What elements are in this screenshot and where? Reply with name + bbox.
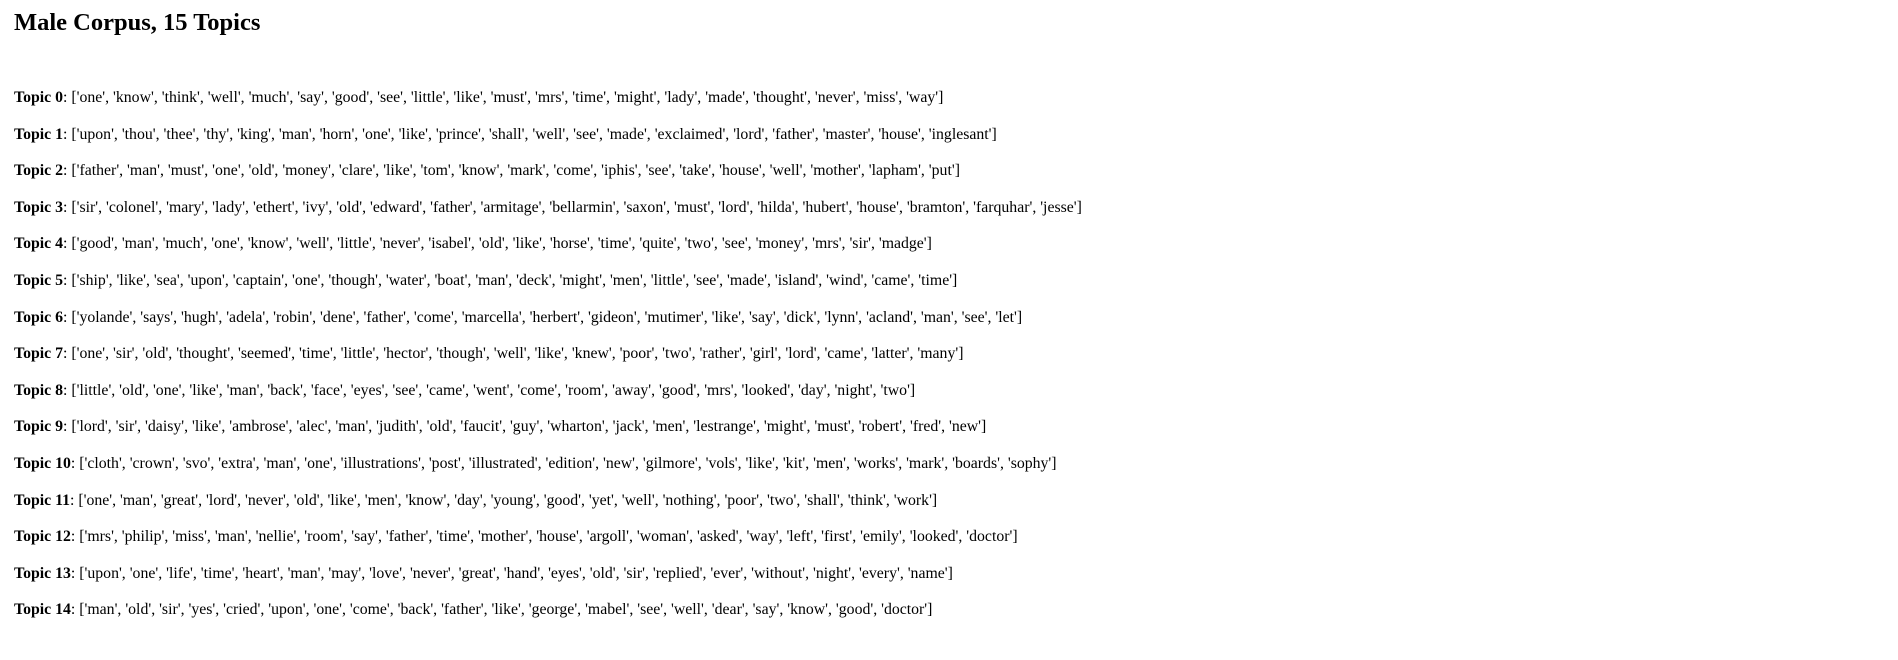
topic-line: Topic 7: ['one', 'sir', 'old', 'thought'… bbox=[14, 336, 1898, 373]
topic-label: Topic 14 bbox=[14, 601, 71, 619]
topic-words: ['mrs', 'philip', 'miss', 'man', 'nellie… bbox=[79, 528, 1018, 546]
topic-line: Topic 3: ['sir', 'colonel', 'mary', 'lad… bbox=[14, 190, 1898, 227]
topic-line: Topic 2: ['father', 'man', 'must', 'one'… bbox=[14, 153, 1898, 190]
topic-label: Topic 5 bbox=[14, 271, 64, 289]
topic-separator: : bbox=[63, 198, 72, 216]
topic-words: ['good', 'man', 'much', 'one', 'know', '… bbox=[71, 235, 932, 253]
topic-label: Topic 11 bbox=[14, 491, 71, 509]
topic-words: ['one', 'man', 'great', 'lord', 'never',… bbox=[78, 491, 938, 509]
topic-separator: : bbox=[63, 125, 72, 143]
topic-words: ['lord', 'sir', 'daisy', 'like', 'ambros… bbox=[71, 418, 987, 436]
topic-line: Topic 14: ['man', 'old', 'sir', 'yes', '… bbox=[14, 592, 1898, 629]
topic-label: Topic 1 bbox=[14, 125, 64, 143]
topic-words: ['father', 'man', 'must', 'one', 'old', … bbox=[71, 162, 960, 180]
topic-line: Topic 10: ['cloth', 'crown', 'svo', 'ext… bbox=[14, 446, 1898, 483]
topic-words: ['man', 'old', 'sir', 'yes', 'cried', 'u… bbox=[79, 601, 933, 619]
topic-line: Topic 13: ['upon', 'one', 'life', 'time'… bbox=[14, 556, 1898, 593]
topic-line: Topic 8: ['little', 'old', 'one', 'like'… bbox=[14, 373, 1898, 410]
topic-label: Topic 8 bbox=[14, 381, 64, 399]
topic-words: ['little', 'old', 'one', 'like', 'man', … bbox=[71, 381, 916, 399]
topic-label: Topic 2 bbox=[14, 162, 64, 180]
document-title: Male Corpus, 15 Topics bbox=[14, 9, 261, 36]
topic-words: ['ship', 'like', 'sea', 'upon', 'captain… bbox=[71, 271, 958, 289]
topic-separator: : bbox=[63, 271, 72, 289]
topic-line: Topic 0: ['one', 'know', 'think', 'well'… bbox=[14, 80, 1898, 117]
topic-label: Topic 0 bbox=[14, 89, 64, 106]
topic-words: ['yolande', 'says', 'hugh', 'adela', 'ro… bbox=[71, 308, 1023, 326]
topic-line: Topic 1: ['upon', 'thou', 'thee', 'thy',… bbox=[14, 117, 1898, 154]
topic-line: Topic 4: ['good', 'man', 'much', 'one', … bbox=[14, 226, 1898, 263]
topic-separator: : bbox=[70, 528, 80, 546]
topic-words: ['one', 'sir', 'old', 'thought', 'seemed… bbox=[71, 345, 964, 363]
topic-separator: : bbox=[63, 381, 72, 399]
topic-separator: : bbox=[63, 89, 72, 106]
topic-line: Topic 9: ['lord', 'sir', 'daisy', 'like'… bbox=[14, 409, 1898, 446]
topic-words: ['upon', 'thou', 'thee', 'thy', 'king', … bbox=[71, 125, 997, 143]
topic-words: ['sir', 'colonel', 'mary', 'lady', 'ethe… bbox=[71, 198, 1082, 216]
topic-words: ['cloth', 'crown', 'svo', 'extra', 'man'… bbox=[79, 454, 1057, 472]
topic-label: Topic 7 bbox=[14, 345, 64, 363]
topic-line: Topic 11: ['one', 'man', 'great', 'lord'… bbox=[14, 483, 1898, 520]
topic-separator: : bbox=[70, 601, 80, 619]
topic-line: Topic 6: ['yolande', 'says', 'hugh', 'ad… bbox=[14, 300, 1898, 337]
topic-line: Topic 5: ['ship', 'like', 'sea', 'upon',… bbox=[14, 263, 1898, 300]
topic-label: Topic 12 bbox=[14, 528, 71, 546]
topic-separator: : bbox=[70, 564, 80, 582]
topic-separator: : bbox=[63, 235, 72, 253]
topic-label: Topic 10 bbox=[14, 454, 71, 472]
topic-words: ['upon', 'one', 'life', 'time', 'heart',… bbox=[79, 564, 953, 582]
topic-separator: : bbox=[70, 454, 80, 472]
topic-words: ['one', 'know', 'think', 'well', 'much',… bbox=[71, 89, 944, 106]
topic-separator: : bbox=[63, 162, 72, 180]
topic-separator: : bbox=[63, 418, 72, 436]
topic-label: Topic 6 bbox=[14, 308, 64, 326]
topic-label: Topic 4 bbox=[14, 235, 64, 253]
topic-label: Topic 9 bbox=[14, 418, 64, 436]
topic-separator: : bbox=[63, 308, 72, 326]
topic-line: Topic 12: ['mrs', 'philip', 'miss', 'man… bbox=[14, 519, 1898, 556]
topic-separator: : bbox=[63, 345, 72, 363]
topic-label: Topic 13 bbox=[14, 564, 71, 582]
topic-label: Topic 3 bbox=[14, 198, 64, 216]
topic-list: Topic 0: ['one', 'know', 'think', 'well'… bbox=[14, 80, 1898, 629]
topic-separator: : bbox=[70, 491, 79, 509]
